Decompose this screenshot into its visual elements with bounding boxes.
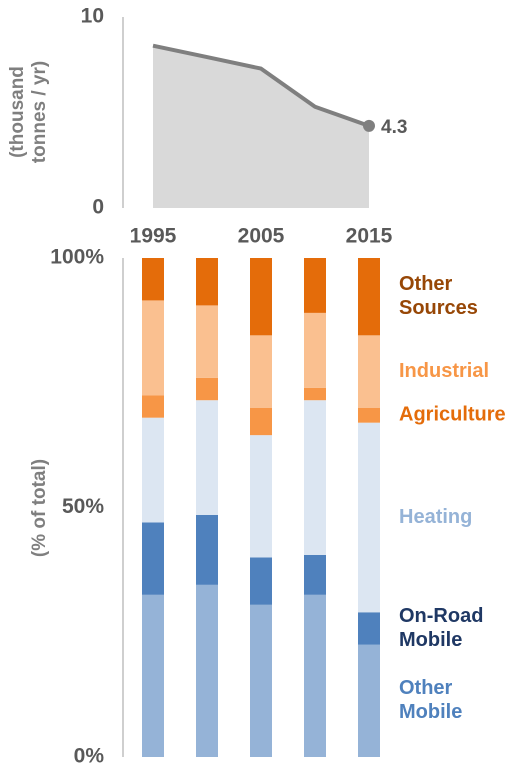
bar-segment-industrial	[196, 305, 218, 378]
bar-segment-heating	[304, 400, 326, 555]
bar-segment-on-road-mobile	[142, 522, 164, 595]
bar-segment-heating	[250, 435, 272, 558]
bar-segment-other-sources	[250, 258, 272, 336]
series-label-other-sources: Sources	[399, 297, 478, 319]
bar-segment-agriculture	[196, 377, 218, 401]
bottom-y-axis-ticks: 0% 50% 100%	[50, 246, 104, 768]
bar-segment-heating	[142, 417, 164, 523]
bar-segment-on-road-mobile	[196, 514, 218, 585]
series-label-agriculture: Agriculture	[399, 403, 506, 425]
stacked-bars	[142, 258, 380, 757]
series-line	[152, 43, 370, 128]
top-y-axis-title-line-1: (thousand	[7, 66, 28, 158]
bar-segment-industrial	[250, 335, 272, 408]
bar-segment-agriculture	[358, 407, 380, 423]
bar-segment-on-road-mobile	[250, 557, 272, 605]
bar-segment-heating	[358, 422, 380, 613]
bar-stack-2000	[196, 258, 218, 757]
emissions-area-chart: (thousand tonnes / yr) 0 10 4.3 1995 2005 2…	[7, 5, 407, 248]
series-label-other-sources: Other	[399, 273, 453, 295]
bar-segment-other-mobile	[304, 594, 326, 757]
bar-segment-industrial	[304, 312, 326, 388]
bar-segment-agriculture	[250, 407, 272, 436]
bar-segment-industrial	[142, 300, 164, 396]
bottom-y-tick-label: 50%	[62, 495, 104, 518]
bar-segment-other-sources	[304, 258, 326, 313]
bar-segment-other-sources	[142, 258, 164, 301]
series-label-other-mobile: Mobile	[399, 701, 462, 723]
bar-segment-other-sources	[196, 258, 218, 306]
bar-segment-heating	[196, 400, 218, 515]
top-x-tick-label: 2015	[346, 225, 393, 248]
top-y-tick-label: 10	[81, 5, 104, 28]
end-value-label: 4.3	[381, 117, 407, 138]
bar-segment-other-sources	[358, 258, 380, 336]
bar-stack-2005	[250, 258, 272, 757]
top-y-tick-label: 0	[92, 196, 104, 219]
bar-segment-other-mobile	[196, 584, 218, 757]
bottom-y-tick-label: 0%	[74, 745, 105, 768]
bar-segment-other-mobile	[142, 594, 164, 757]
series-labels: OtherMobileOn-RoadMobileHeatingAgricultu…	[399, 273, 506, 723]
top-x-tick-label: 2005	[238, 225, 285, 248]
bar-stack-2010	[304, 258, 326, 757]
bar-segment-industrial	[358, 335, 380, 408]
bar-segment-other-mobile	[358, 644, 380, 757]
top-y-axis-ticks: 0 10	[81, 5, 104, 219]
bottom-y-axis-title: (% of total)	[29, 459, 50, 557]
series-label-on-road-mobile: Mobile	[399, 629, 462, 651]
bar-stack-1995	[142, 258, 164, 757]
share-stacked-bar-chart: (% of total) 0%50%100% OtherMobileOn-Roa…	[29, 246, 506, 768]
series-label-other-mobile: Other	[399, 677, 453, 699]
bar-segment-on-road-mobile	[304, 554, 326, 595]
series-label-on-road-mobile: On-Road	[399, 605, 483, 627]
series-label-heating: Heating	[399, 506, 472, 528]
top-x-tick-label: 1995	[130, 225, 177, 248]
bar-segment-other-mobile	[250, 604, 272, 757]
bottom-y-tick-label: 100%	[50, 246, 104, 269]
area-fill	[153, 45, 369, 209]
bar-segment-agriculture	[304, 387, 326, 401]
top-x-axis-ticks: 1995 2005 2015	[130, 225, 393, 248]
series-label-industrial: Industrial	[399, 360, 489, 382]
top-y-axis-title-line-2: tonnes / yr)	[29, 61, 50, 163]
end-point-marker	[363, 119, 375, 132]
bar-segment-agriculture	[142, 395, 164, 418]
bar-stack-2015	[358, 258, 380, 757]
top-y-axis-title: (thousand tonnes / yr)	[7, 61, 50, 163]
bar-segment-on-road-mobile	[358, 612, 380, 645]
